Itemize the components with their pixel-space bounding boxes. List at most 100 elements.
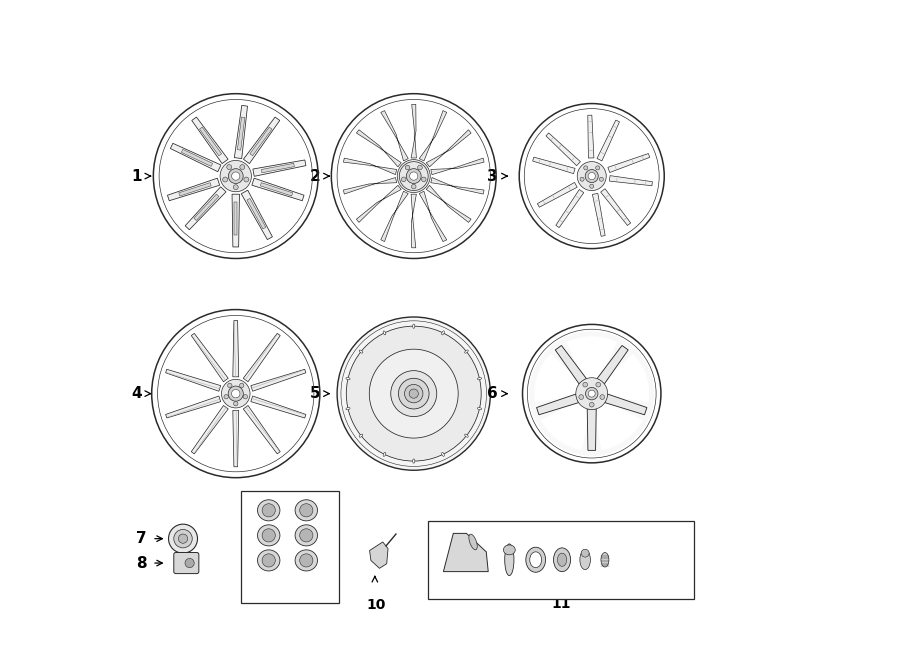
Text: 10: 10	[366, 598, 386, 612]
Circle shape	[584, 166, 588, 170]
Ellipse shape	[464, 434, 468, 437]
Ellipse shape	[295, 500, 318, 521]
Polygon shape	[427, 185, 471, 222]
Polygon shape	[411, 194, 417, 248]
Circle shape	[239, 383, 244, 388]
Polygon shape	[261, 164, 294, 173]
Circle shape	[262, 529, 275, 542]
Ellipse shape	[505, 544, 514, 575]
Polygon shape	[260, 183, 292, 196]
Ellipse shape	[346, 408, 350, 410]
Circle shape	[262, 504, 275, 517]
Polygon shape	[542, 401, 589, 449]
Circle shape	[220, 160, 251, 192]
Polygon shape	[605, 394, 647, 415]
Circle shape	[391, 371, 436, 416]
Circle shape	[221, 379, 250, 408]
Ellipse shape	[477, 377, 482, 380]
Polygon shape	[431, 177, 484, 194]
Circle shape	[262, 554, 275, 567]
Circle shape	[233, 185, 238, 190]
Polygon shape	[411, 105, 417, 158]
Text: 1: 1	[131, 169, 141, 183]
FancyBboxPatch shape	[174, 553, 199, 573]
Text: 11: 11	[551, 596, 571, 610]
Polygon shape	[166, 369, 220, 391]
Ellipse shape	[580, 550, 590, 569]
Polygon shape	[344, 177, 397, 194]
Ellipse shape	[464, 350, 468, 353]
Ellipse shape	[554, 548, 571, 571]
Circle shape	[239, 165, 245, 169]
Text: 8: 8	[136, 555, 147, 571]
Ellipse shape	[526, 547, 545, 572]
Polygon shape	[251, 396, 306, 418]
Polygon shape	[556, 189, 584, 228]
FancyBboxPatch shape	[428, 521, 694, 599]
Polygon shape	[234, 203, 238, 236]
Polygon shape	[533, 157, 575, 173]
Polygon shape	[344, 158, 397, 175]
Polygon shape	[431, 158, 484, 175]
Polygon shape	[166, 396, 220, 418]
Text: 3: 3	[488, 169, 498, 183]
Circle shape	[405, 166, 410, 170]
Circle shape	[224, 395, 229, 399]
Circle shape	[168, 524, 197, 553]
Ellipse shape	[413, 459, 415, 463]
Circle shape	[229, 386, 243, 401]
Polygon shape	[419, 111, 446, 161]
Circle shape	[583, 383, 588, 387]
Polygon shape	[536, 394, 579, 415]
Circle shape	[580, 177, 584, 181]
Polygon shape	[537, 183, 577, 207]
Polygon shape	[250, 127, 272, 156]
Ellipse shape	[295, 550, 318, 571]
Polygon shape	[587, 409, 596, 450]
Circle shape	[406, 169, 421, 183]
Polygon shape	[444, 534, 488, 571]
Ellipse shape	[469, 534, 477, 549]
Circle shape	[596, 166, 599, 170]
Polygon shape	[597, 346, 628, 384]
Circle shape	[411, 184, 416, 189]
Circle shape	[585, 169, 598, 183]
Polygon shape	[232, 194, 239, 247]
Circle shape	[346, 326, 482, 461]
Circle shape	[588, 173, 596, 179]
Circle shape	[576, 378, 608, 410]
Polygon shape	[243, 406, 280, 454]
Polygon shape	[567, 337, 616, 380]
Circle shape	[185, 559, 194, 567]
Polygon shape	[243, 117, 280, 164]
Polygon shape	[535, 354, 581, 401]
Polygon shape	[381, 191, 409, 242]
Circle shape	[589, 390, 595, 397]
Polygon shape	[192, 406, 229, 454]
Polygon shape	[233, 320, 238, 377]
Ellipse shape	[346, 377, 350, 380]
Ellipse shape	[383, 331, 386, 335]
Circle shape	[338, 317, 490, 470]
Polygon shape	[588, 115, 594, 158]
Polygon shape	[251, 369, 306, 391]
Circle shape	[590, 402, 594, 407]
Ellipse shape	[383, 452, 386, 456]
Circle shape	[410, 172, 418, 180]
Polygon shape	[241, 190, 273, 240]
Circle shape	[590, 184, 594, 188]
Circle shape	[229, 169, 243, 183]
Polygon shape	[179, 183, 212, 196]
Ellipse shape	[477, 408, 482, 410]
Circle shape	[596, 383, 600, 387]
Polygon shape	[253, 160, 306, 176]
Ellipse shape	[530, 552, 542, 567]
Circle shape	[410, 389, 418, 399]
Circle shape	[418, 166, 422, 170]
Circle shape	[227, 165, 231, 169]
Ellipse shape	[257, 500, 280, 521]
Circle shape	[234, 402, 238, 406]
Circle shape	[231, 172, 240, 180]
Circle shape	[300, 554, 313, 567]
Polygon shape	[381, 111, 409, 161]
